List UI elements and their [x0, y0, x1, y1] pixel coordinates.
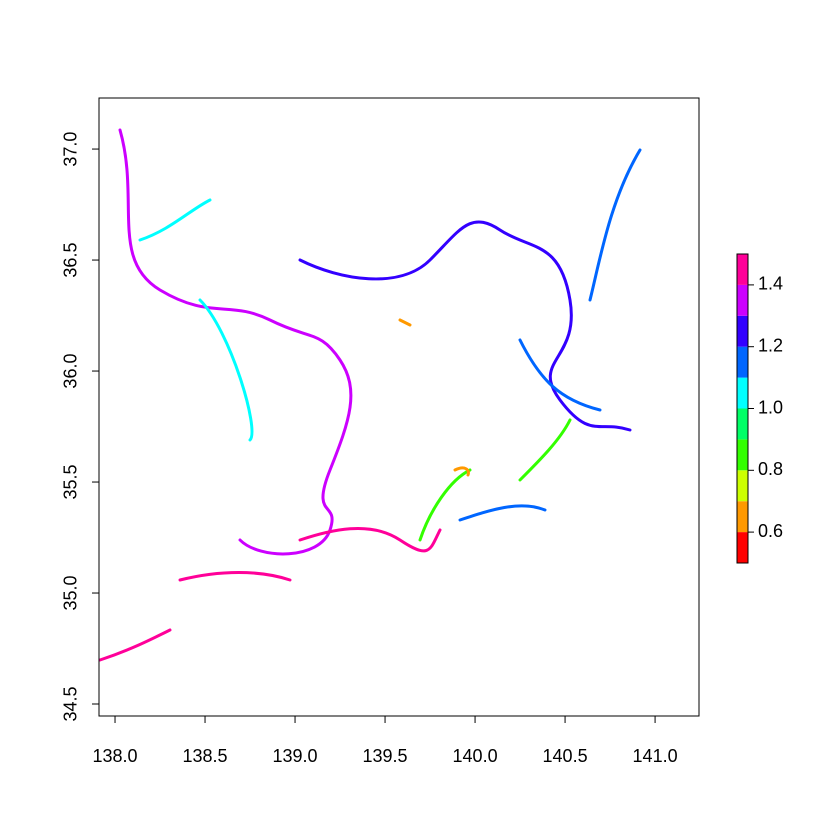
- coast-contour: [418, 418, 572, 542]
- legend-swatch: [737, 501, 748, 533]
- legend-swatch: [737, 439, 748, 471]
- y-tick-label: 35.0: [61, 575, 81, 610]
- y-tick-label: 34.5: [61, 686, 81, 721]
- x-tick-label: 138.5: [183, 746, 228, 766]
- legend-swatch: [737, 408, 748, 440]
- x-tick-label: 139.5: [363, 746, 408, 766]
- y-tick-label: 36.5: [61, 243, 81, 278]
- coast-contour: [138, 198, 254, 442]
- legend-tick-label: 0.8: [758, 459, 783, 479]
- legend-swatch: [737, 346, 748, 378]
- x-tick-label: 139.0: [273, 746, 318, 766]
- legend-tick-label: 1.2: [758, 335, 783, 355]
- axes: 138.0 138.5 139.0 139.5 140.0 140.5 141.0 34.5 3…: [61, 132, 678, 766]
- y-tick-label: 37.0: [61, 132, 81, 167]
- legend-swatch: [737, 254, 748, 285]
- x-tick-label: 138.0: [92, 746, 137, 766]
- legend-swatch: [737, 532, 748, 563]
- legend-tick-label: 0.6: [758, 521, 783, 541]
- color-legend: 0.6 0.8 1.0 1.2 1.4: [736, 253, 783, 564]
- y-tick-label: 35.5: [61, 465, 81, 500]
- coast-contour: [458, 148, 642, 522]
- coast-contour: [98, 527, 442, 662]
- plot-frame: [98, 97, 700, 717]
- legend-swatch: [737, 315, 748, 347]
- legend-swatch: [737, 470, 748, 502]
- x-tick-label: 141.0: [633, 746, 678, 766]
- legend-swatch: [737, 377, 748, 409]
- x-tick-label: 140.5: [543, 746, 588, 766]
- y-tick-label: 36.0: [61, 354, 81, 389]
- coast-contour: [298, 220, 632, 432]
- legend-swatch: [737, 284, 748, 316]
- x-tick-label: 140.0: [453, 746, 498, 766]
- coast-contour: [398, 318, 470, 477]
- legend-tick-label: 1.0: [758, 397, 783, 417]
- coast-contour: [118, 128, 353, 556]
- raster-map: [98, 128, 642, 662]
- legend-tick-label: 1.4: [758, 274, 783, 294]
